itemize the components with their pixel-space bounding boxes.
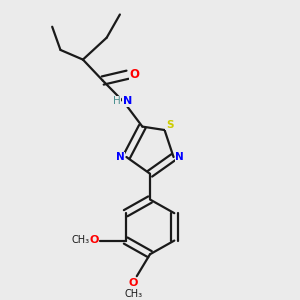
Text: O: O <box>130 68 140 81</box>
Text: H: H <box>113 97 121 106</box>
Text: O: O <box>129 278 138 288</box>
Text: CH₃: CH₃ <box>124 289 142 299</box>
Text: N: N <box>175 152 184 162</box>
Text: O: O <box>89 235 99 245</box>
Text: S: S <box>166 120 173 130</box>
Text: N: N <box>123 97 132 106</box>
Text: CH₃: CH₃ <box>72 235 90 245</box>
Text: N: N <box>116 152 125 162</box>
